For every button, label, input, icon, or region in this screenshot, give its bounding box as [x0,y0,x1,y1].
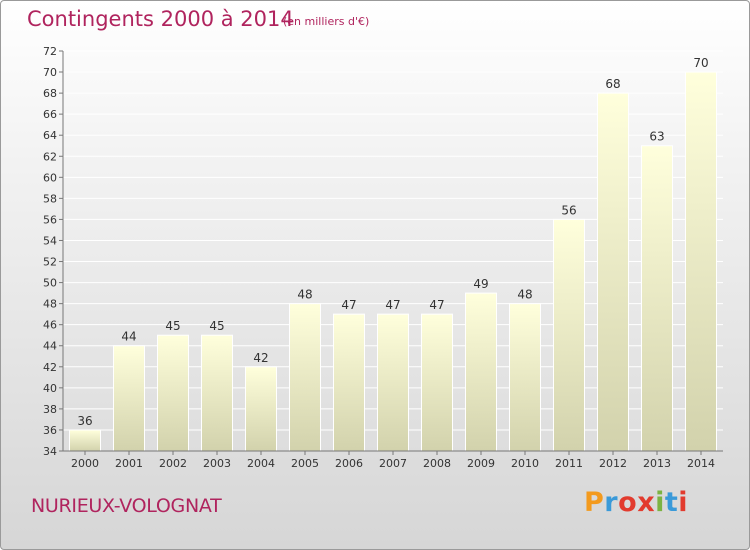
x-tick-label-2012: 2012 [599,457,627,470]
data-label-2001: 44 [121,330,136,344]
data-label-2005: 48 [297,288,312,302]
data-label-2000: 36 [77,414,92,428]
y-tick-label: 60 [43,171,57,184]
y-tick-label: 66 [43,108,57,121]
bar-2008 [421,313,453,452]
data-label-2012: 68 [605,77,620,91]
y-tick-label: 34 [43,445,57,458]
y-tick-label: 50 [43,277,57,290]
data-label-2010: 48 [517,288,532,302]
x-tick-label-2000: 2000 [71,457,99,470]
bar-2010 [509,303,541,452]
x-axis: 2000 2001 2002 2003 2004 2005 2006 2007 2008 2009… [63,450,723,470]
y-tick-label: 68 [43,87,57,100]
data-label-2009: 49 [473,277,488,291]
y-tick-label: 46 [43,319,57,332]
y-tick-label: 52 [43,256,57,269]
x-tick-label-2008: 2008 [423,457,451,470]
x-tick-label-2013: 2013 [643,457,671,470]
x-tick-label-2007: 2007 [379,457,407,470]
bar-2009 [465,292,497,452]
data-label-2004: 42 [253,351,268,365]
y-tick-label: 54 [43,234,57,247]
y-tick-label: 48 [43,298,57,311]
bar-2011 [553,218,585,452]
data-label-2011: 56 [561,203,576,217]
chart-unit-subtitle: (en milliers d'€) [283,15,370,28]
data-label-2014: 70 [693,56,708,70]
commune-name: NURIEUX-VOLOGNAT [31,495,222,517]
y-tick-label: 58 [43,192,57,205]
bar-2007 [377,313,409,452]
chart-title: Contingents 2000 à 2014 [27,7,294,31]
proxiti-logo: Proxiti [584,487,688,518]
x-tick-label-2005: 2005 [291,457,319,470]
bar-2012 [597,92,629,452]
bar-2002 [157,334,189,452]
bar-2006 [333,313,365,452]
bar-2000 [69,429,101,452]
x-tick-label-2014: 2014 [687,457,715,470]
y-tick-label: 64 [43,129,57,142]
x-tick-label-2009: 2009 [467,457,495,470]
x-tick-label-2006: 2006 [335,457,363,470]
data-label-2003: 45 [209,319,224,333]
x-tick-label-2004: 2004 [247,457,275,470]
data-label-2002: 45 [165,319,180,333]
logo-letter: t [664,487,679,518]
bar-2001 [113,345,145,452]
data-label-2007: 47 [385,298,400,312]
logo-letter: o [618,487,638,518]
data-label-2006: 47 [341,298,356,312]
bar-2004 [245,366,277,452]
y-tick-label: 42 [43,361,57,374]
logo-letter: r [604,487,619,518]
x-tick-label-2011: 2011 [555,457,583,470]
y-tick-label: 40 [43,382,57,395]
logo-letter: i [655,487,665,518]
bar-2013 [641,145,673,452]
x-tick-label-2003: 2003 [203,457,231,470]
y-tick-label: 56 [43,213,57,226]
x-tick-label-2001: 2001 [115,457,143,470]
y-axis: 34 36 38 40 42 44 46 48 50 52 54 56 58 60 62 64 66 68 70 72 [43,45,64,458]
y-tick-label: 38 [43,403,57,416]
logo-letter: x [637,487,656,518]
x-tick-label-2010: 2010 [511,457,539,470]
y-tick-label: 70 [43,66,57,79]
bar-2014 [685,71,717,452]
x-tick-label-2002: 2002 [159,457,187,470]
bar-2003 [201,334,233,452]
y-tick-label: 72 [43,45,57,58]
y-tick-label: 44 [43,340,57,353]
data-label-2013: 63 [649,130,664,144]
data-label-2008: 47 [429,298,444,312]
logo-letter: i [678,487,689,518]
y-tick-label: 62 [43,150,57,163]
logo-letter: P [584,487,605,518]
bars: 36 44 45 45 42 48 47 47 47 49 48 56 68 63 70 [69,56,717,452]
y-tick-label: 36 [43,424,57,437]
bar-2005 [289,303,321,452]
